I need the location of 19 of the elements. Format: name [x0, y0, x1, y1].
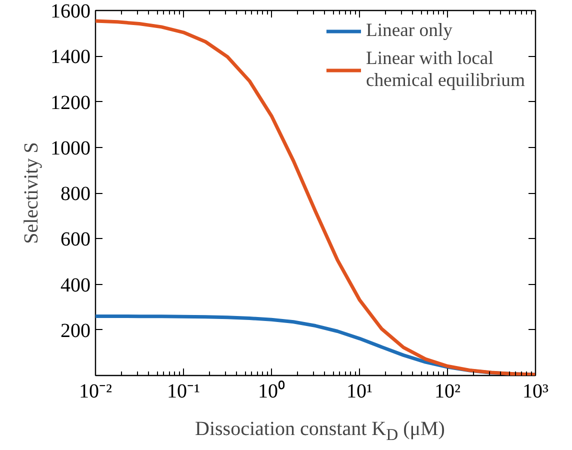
- x-tick-label: 10⁻¹: [167, 380, 200, 402]
- y-tick-label: 1000: [50, 137, 90, 160]
- x-axis-title: Dissociation constant K$_{D}$ (μM): [195, 417, 445, 446]
- y-axis-title: Selectivity S: [20, 142, 42, 244]
- y-tick-label: 1400: [50, 46, 90, 68]
- y-tick-label: 600: [60, 228, 90, 251]
- legend-label: Linear with local chemical equilibrium: [366, 48, 525, 92]
- y-tick-label: 400: [60, 274, 90, 296]
- y-tick-label: 1200: [50, 92, 90, 114]
- x-tick-label: 10²: [434, 380, 460, 402]
- x-tick-label: 10⁰: [258, 380, 285, 402]
- x-tick-label: 10³: [522, 380, 548, 402]
- y-tick-label: 200: [60, 320, 90, 342]
- y-tick-label: 800: [60, 183, 90, 205]
- x-tick-label: 10⁻²: [79, 380, 112, 402]
- legend-label: Linear only: [366, 20, 454, 42]
- x-tick-label: 10¹: [346, 380, 372, 402]
- y-tick-label: 1600: [50, 0, 90, 22]
- line-series: [96, 19, 536, 376]
